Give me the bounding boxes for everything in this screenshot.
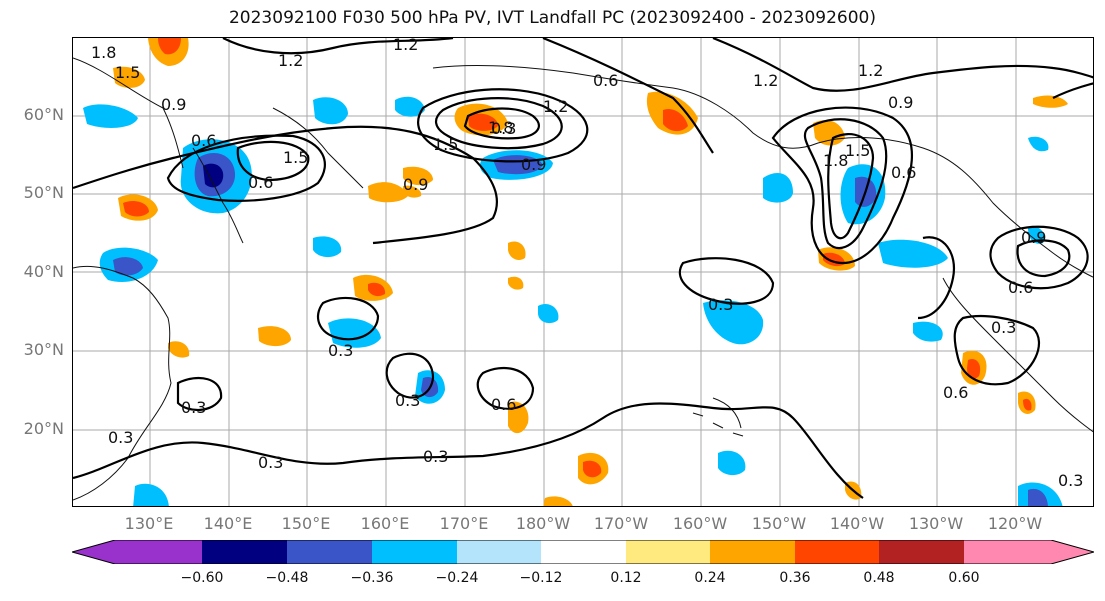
lon-label: 120°W xyxy=(987,514,1043,533)
contour-label: 0.6 xyxy=(191,131,216,150)
contour-label: 1.5 xyxy=(115,63,140,82)
lon-label: 140°W xyxy=(829,514,885,533)
colorbar xyxy=(72,540,1094,564)
contour-label: 0.3 xyxy=(108,428,133,447)
contour-labels: 1.8 1.5 0.9 0.6 1.2 0.6 1.5 1.2 0.3 1.5 … xyxy=(91,38,1083,490)
lon-label: 160°E xyxy=(360,514,410,533)
contour-label: 0.6 xyxy=(593,71,618,90)
lat-label: 40°N xyxy=(23,262,64,281)
contour-label: 0.6 xyxy=(1008,278,1033,297)
colorbar-swatch xyxy=(372,540,457,564)
map-title: 2023092100 F030 500 hPa PV, IVT Landfall… xyxy=(228,8,876,28)
colorbar-tick: −0.36 xyxy=(350,570,394,586)
colorbar-swatch xyxy=(541,540,626,564)
contour-label: 0.9 xyxy=(1021,228,1046,247)
contour-label: 1.8 xyxy=(91,43,116,62)
map-panel: 1.8 1.5 0.9 0.6 1.2 0.6 1.5 1.2 0.3 1.5 … xyxy=(72,37,1094,507)
contour-label: 0.3 xyxy=(395,391,420,410)
lon-label: 180°W xyxy=(515,514,571,533)
lon-label: 130°E xyxy=(124,514,174,533)
contour-label: 0.3 xyxy=(1058,471,1083,490)
contour-label: 0.3 xyxy=(991,318,1016,337)
map-canvas: 1.8 1.5 0.9 0.6 1.2 0.6 1.5 1.2 0.3 1.5 … xyxy=(73,38,1093,506)
lat-label: 50°N xyxy=(23,183,64,202)
colorbar-tick: 0.36 xyxy=(779,570,811,586)
colorbar-tick: 0.48 xyxy=(863,570,895,586)
ivt-contours xyxy=(73,38,1093,499)
colorbar-tick: 0.12 xyxy=(610,570,642,586)
contour-label: 1.5 xyxy=(845,141,870,160)
contour-label: 0.6 xyxy=(491,395,516,414)
coastlines xyxy=(73,57,1093,501)
contour-label: 0.6 xyxy=(248,173,273,192)
lon-label: 130°W xyxy=(908,514,964,533)
lat-label: 30°N xyxy=(23,340,64,359)
contour-label: 0.9 xyxy=(888,93,913,112)
colorbar-tick: −0.12 xyxy=(519,570,563,586)
contour-label: 0.6 xyxy=(891,163,916,182)
contour-label: 0.3 xyxy=(491,119,516,138)
colorbar-swatch xyxy=(457,540,541,564)
contour-label: 0.9 xyxy=(161,95,186,114)
colorbar-tick: −0.60 xyxy=(180,570,224,586)
contour-label: 0.3 xyxy=(258,453,283,472)
colorbar-swatch xyxy=(287,540,372,564)
lat-label: 60°N xyxy=(23,105,64,124)
contour-label: 1.2 xyxy=(278,51,303,70)
colorbar-swatch xyxy=(964,540,1094,564)
contour-label: 0.3 xyxy=(328,341,353,360)
lon-label: 150°E xyxy=(281,514,331,533)
lon-label: 170°W xyxy=(593,514,649,533)
graticule xyxy=(73,38,1093,506)
lat-label: 20°N xyxy=(23,419,64,438)
colorbar-swatch xyxy=(795,540,879,564)
contour-label: 0.6 xyxy=(943,383,968,402)
lon-label: 160°W xyxy=(672,514,728,533)
contour-label: 1.8 xyxy=(823,151,848,170)
pv-positive-anomalies xyxy=(113,38,1068,506)
contour-label: 0.3 xyxy=(181,398,206,417)
colorbar-swatch xyxy=(72,540,202,564)
contour-label: 1.2 xyxy=(543,97,568,116)
colorbar-tick: 0.24 xyxy=(694,570,726,586)
contour-label: 1.2 xyxy=(393,38,418,54)
colorbar-swatch xyxy=(879,540,964,564)
colorbar-swatch xyxy=(202,540,287,564)
contour-label: 1.8 xyxy=(488,118,513,137)
contour-label: 0.9 xyxy=(521,155,546,174)
colorbar-swatch xyxy=(626,540,710,564)
contour-label: 0.3 xyxy=(708,295,733,314)
colorbar-swatch xyxy=(710,540,795,564)
lon-label: 150°W xyxy=(751,514,807,533)
contour-label: 1.2 xyxy=(753,71,778,90)
contour-label: 1.5 xyxy=(283,148,308,167)
lon-label: 140°E xyxy=(203,514,253,533)
lon-label: 170°E xyxy=(439,514,489,533)
pv-negative-anomalies xyxy=(83,96,1063,506)
contour-label: 1.2 xyxy=(858,61,883,80)
contour-label: 0.9 xyxy=(403,175,428,194)
contour-label: 1.5 xyxy=(433,135,458,154)
colorbar-tick: −0.24 xyxy=(435,570,479,586)
colorbar-tick: −0.48 xyxy=(265,570,309,586)
contour-label: 0.3 xyxy=(423,447,448,466)
colorbar-tick: 0.60 xyxy=(948,570,980,586)
